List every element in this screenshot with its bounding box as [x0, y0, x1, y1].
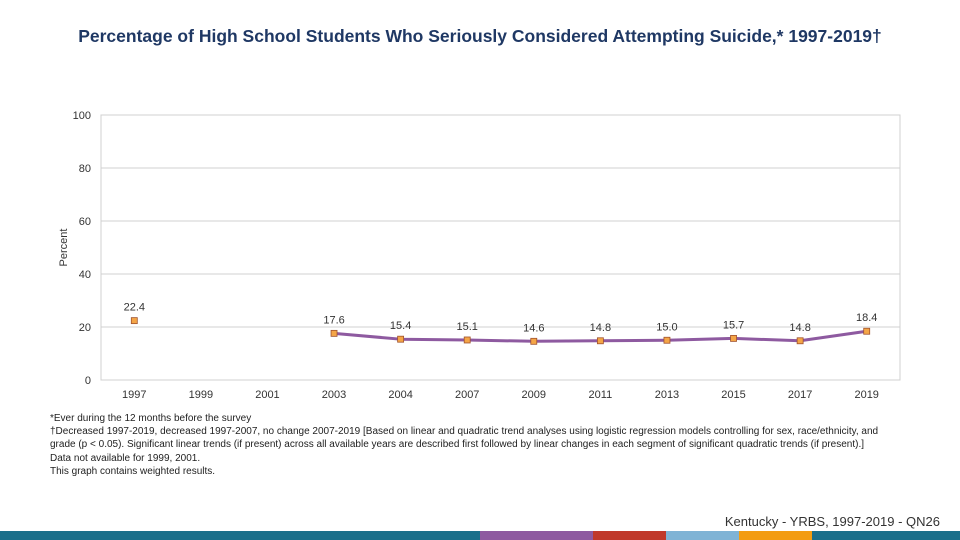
data-point: [330, 329, 338, 337]
x-tick-label: 2011: [589, 389, 613, 401]
data-label: 14.8: [590, 322, 611, 334]
source-label: Kentucky - YRBS, 1997-2019 - QN26: [724, 514, 940, 529]
data-label: 15.7: [723, 319, 744, 331]
y-tick-label: 60: [79, 216, 91, 228]
y-tick-label: 40: [79, 269, 91, 281]
data-label: 18.4: [856, 312, 877, 324]
line-chart: 0 20 40 60 80 100 Percent 1997 1999 2001 2003 2004 2…: [58, 110, 901, 401]
footer-color-bar: [0, 531, 960, 540]
color-bar-segment: [480, 531, 593, 540]
y-axis-label: Percent: [58, 229, 70, 267]
data-point: [463, 336, 471, 344]
x-tick-label: 2019: [854, 389, 878, 401]
chart-title: Percentage of High School Students Who S…: [78, 26, 882, 46]
y-tick-label: 100: [73, 110, 91, 122]
y-tick-label: 20: [79, 322, 91, 334]
data-label: 22.4: [124, 302, 145, 314]
y-tick-label: 80: [79, 163, 91, 175]
data-point: [863, 327, 871, 335]
data-label: 15.0: [656, 321, 677, 333]
x-tick-label: 2017: [788, 389, 812, 401]
data-point: [730, 334, 737, 342]
footnotes: *Ever during the 12 months before the su…: [50, 412, 880, 478]
color-bar-segment: [593, 531, 666, 540]
data-label: 17.6: [323, 314, 344, 326]
x-tick-label: 2009: [522, 389, 546, 401]
data-point: [397, 335, 405, 343]
x-tick-label: 1999: [189, 389, 213, 401]
footnote-trend: †Decreased 1997-2019, decreased 1997-200…: [50, 426, 879, 451]
color-bar-segment: [666, 531, 739, 540]
color-bar-segment: [0, 531, 360, 540]
data-label: 15.4: [390, 320, 411, 332]
footnote-missing-data: Data not available for 1999, 2001.: [50, 452, 201, 464]
x-tick-label: 2015: [721, 389, 745, 401]
color-bar-segment: [739, 531, 812, 540]
data-label: 14.6: [523, 322, 544, 334]
data-point: [663, 336, 671, 344]
data-label: 14.8: [789, 322, 810, 334]
y-tick-label: 0: [85, 375, 91, 387]
data-point: [596, 337, 604, 345]
footnote-weighted: This graph contains weighted results.: [50, 465, 216, 477]
x-tick-label: 2001: [255, 389, 279, 401]
data-label: 15.1: [456, 321, 477, 333]
x-tick-label: 2007: [455, 389, 479, 401]
x-tick-label: 1997: [122, 389, 146, 401]
data-point: [530, 337, 538, 345]
data-point: [130, 317, 138, 325]
data-point: [796, 337, 804, 345]
color-bar-segment: [360, 531, 480, 540]
plot-area: [100, 114, 901, 381]
footnote-definition: *Ever during the 12 months before the su…: [50, 413, 252, 424]
color-bar-segment: [812, 531, 960, 540]
x-tick-label: 2003: [322, 389, 346, 401]
x-tick-label: 2013: [655, 389, 679, 401]
x-tick-label: 2004: [388, 389, 412, 401]
